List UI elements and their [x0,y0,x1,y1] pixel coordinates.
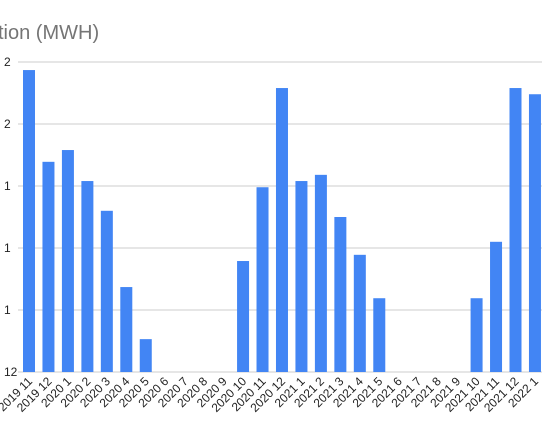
bar [528,94,541,373]
y-tick-label: 1 [4,179,11,193]
bar [100,210,113,372]
bar [373,298,386,372]
bar [353,254,366,372]
chart-title: tion (MWH) [0,22,99,44]
bar [237,261,250,372]
bar [275,88,288,372]
y-tick-label: 1 [4,241,11,255]
bar [470,298,483,372]
bar [139,339,152,372]
bar [23,70,35,372]
bar [61,150,74,372]
bar [256,187,269,372]
bar [295,181,308,372]
bar [42,161,55,372]
bar [120,287,133,372]
bar [509,88,522,372]
bar [334,217,347,372]
y-tick-label: 2 [4,117,11,131]
bar [314,174,327,372]
y-tick-label: 1 [4,303,11,317]
y-tick-label: 2 [4,55,11,69]
y-tick-label: 12 [4,365,18,379]
bar [490,241,503,372]
bar [81,181,94,372]
